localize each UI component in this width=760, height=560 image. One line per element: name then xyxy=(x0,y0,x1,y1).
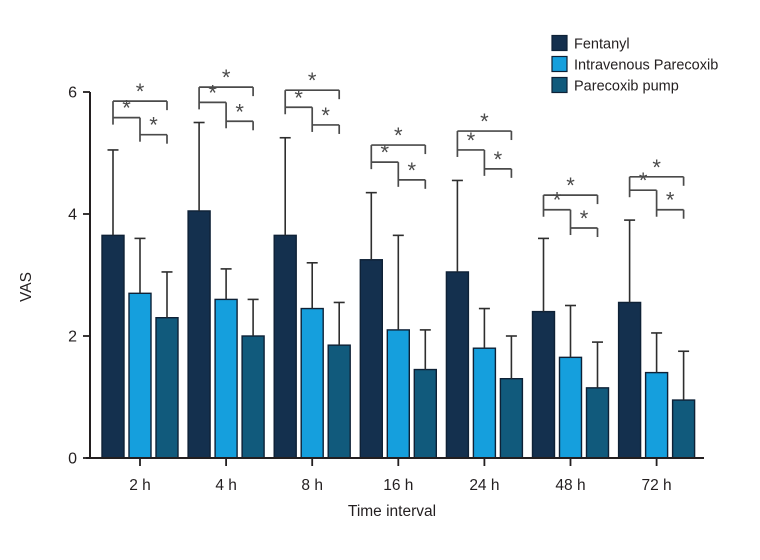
bar xyxy=(472,347,497,459)
sig-bracket-group-16h: *** xyxy=(370,123,427,189)
bar xyxy=(327,344,351,459)
axes: 0 2 4 6 2 h 4 h 8 h 16 h 24 h 48 h 72 h xyxy=(68,85,704,494)
bar xyxy=(644,371,669,459)
sig-asterisk: * xyxy=(222,65,231,90)
bar xyxy=(558,356,583,459)
bar xyxy=(128,292,152,459)
legend-swatch xyxy=(551,34,568,52)
sig-asterisk: * xyxy=(321,103,330,128)
sig-asterisk: * xyxy=(553,188,562,213)
sig-asterisk: * xyxy=(136,79,145,104)
bar xyxy=(445,271,470,459)
y-tick-label: 0 xyxy=(68,451,77,468)
x-axis-title: Time interval xyxy=(348,503,436,520)
bar xyxy=(531,310,556,459)
sig-asterisk: * xyxy=(408,158,417,183)
legend-item-intravenous-parecoxib: Intravenous Parecoxib xyxy=(551,55,718,74)
sig-asterisk: * xyxy=(149,113,158,138)
bar xyxy=(585,387,610,459)
bar xyxy=(187,210,211,459)
legend-swatch xyxy=(551,55,568,73)
sig-asterisk: * xyxy=(294,85,303,110)
y-tick-label: 4 xyxy=(68,207,77,224)
sig-asterisk: * xyxy=(494,147,503,172)
sig-asterisk: * xyxy=(208,80,217,105)
sig-asterisk: * xyxy=(381,140,390,165)
bar xyxy=(300,307,324,459)
sig-asterisk: * xyxy=(666,188,675,213)
bar xyxy=(499,378,524,459)
sig-bracket-group-2h: *** xyxy=(112,79,168,144)
bar xyxy=(101,234,125,459)
bar xyxy=(617,301,642,459)
bar xyxy=(241,335,265,459)
sig-asterisk: * xyxy=(308,68,317,93)
sig-asterisk: * xyxy=(652,155,661,180)
sig-asterisk: * xyxy=(566,173,575,198)
x-tick-label: 48 h xyxy=(555,477,585,494)
legend-item-fentanyl: Fentanyl xyxy=(551,34,630,53)
x-tick-label: 4 h xyxy=(215,477,237,494)
sig-bracket-group-48h: *** xyxy=(542,173,599,238)
bar xyxy=(214,298,238,459)
sig-bracket-group-8h: *** xyxy=(284,68,341,134)
x-tick-label: 72 h xyxy=(642,477,672,494)
y-axis-title: VAS xyxy=(18,272,35,302)
sig-asterisk: * xyxy=(394,123,403,148)
sig-bracket-group-4h: *** xyxy=(198,65,254,131)
sig-asterisk: * xyxy=(467,128,476,153)
significance-brackets: ********************* xyxy=(112,65,685,238)
bar xyxy=(155,317,179,459)
bar xyxy=(671,399,696,459)
x-tick-label: 16 h xyxy=(383,477,413,494)
sig-asterisk: * xyxy=(122,96,131,121)
sig-asterisk: * xyxy=(480,109,489,134)
x-tick-label: 24 h xyxy=(469,477,499,494)
legend-label: Parecoxib pump xyxy=(574,79,679,95)
x-tick-label: 8 h xyxy=(301,477,323,494)
legend-label: Intravenous Parecoxib xyxy=(574,58,718,74)
bar xyxy=(413,368,437,459)
y-tick-label: 6 xyxy=(68,85,77,102)
series-parecoxib-pump xyxy=(155,271,696,459)
y-tick-label: 2 xyxy=(68,329,77,346)
legend: Fentanyl Intravenous Parecoxib Parecoxib p… xyxy=(551,34,718,95)
sig-bracket-group-24h: *** xyxy=(456,109,513,178)
legend-item-parecoxib-pump: Parecoxib pump xyxy=(551,76,679,95)
bar xyxy=(359,259,383,459)
sig-asterisk: * xyxy=(580,206,589,231)
bar xyxy=(386,329,410,459)
legend-swatch xyxy=(551,76,568,94)
legend-label: Fentanyl xyxy=(574,37,630,53)
sig-asterisk: * xyxy=(235,99,244,124)
sig-bracket-group-72h: *** xyxy=(628,155,685,219)
x-tick-label: 2 h xyxy=(129,477,151,494)
bar xyxy=(273,234,297,459)
sig-asterisk: * xyxy=(639,168,648,193)
